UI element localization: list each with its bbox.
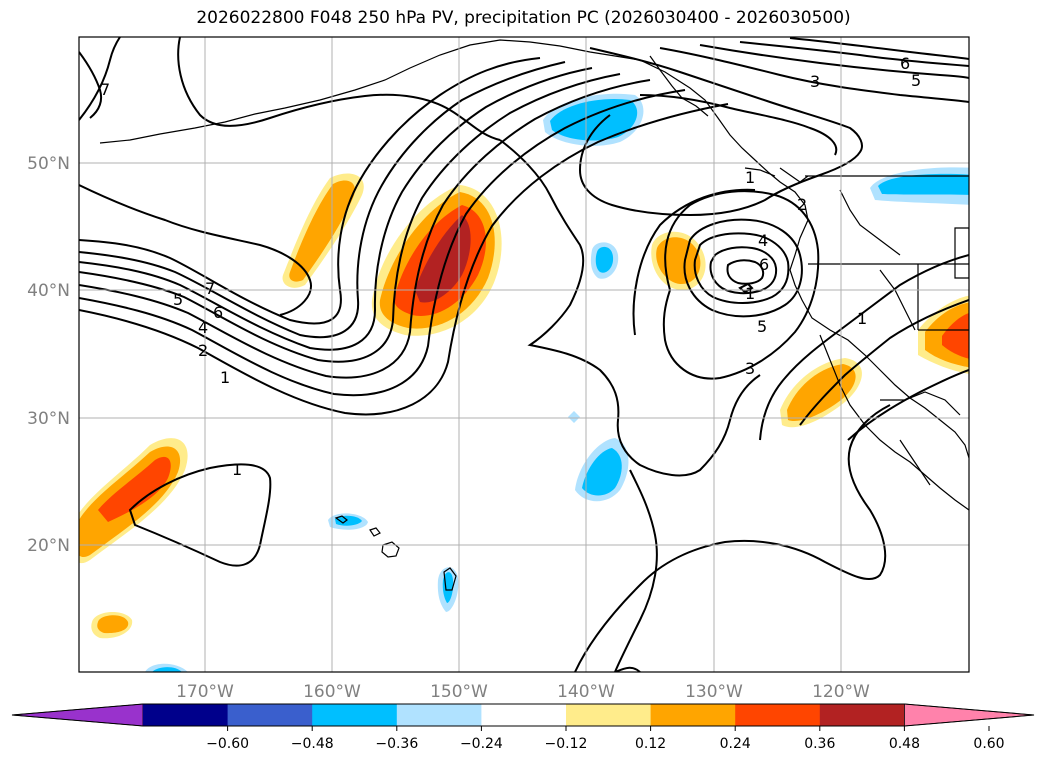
colorbar-tick-label: −0.36 (375, 736, 418, 752)
contour-label: 3 (810, 72, 820, 91)
contour-label: 5 (911, 71, 921, 90)
lon-tick-label: 160°W (303, 682, 361, 702)
contour-label: 4 (758, 231, 768, 250)
colorbar: −0.60 −0.48 −0.36 −0.24 −0.12 0.12 0.24 0.36 0.4… (11, 703, 1035, 752)
longitude-tick-labels: 170°W 160°W 150°W 140°W 130°W 120°W (176, 682, 870, 702)
colorbar-segment (650, 704, 736, 726)
precip-positive-blob (656, 237, 701, 285)
contour-label: 5 (757, 317, 767, 336)
colorbar-tick-label: −0.12 (545, 736, 588, 752)
contour-label: 7 (205, 279, 215, 298)
contour-label: 6 (900, 54, 910, 73)
lon-tick-label: 140°W (557, 682, 615, 702)
colorbar-tick-label: −0.24 (460, 736, 503, 752)
contour-label: 2 (797, 195, 807, 214)
colorbar-segment (312, 704, 398, 726)
lat-tick-label: 40°N (27, 281, 70, 301)
contour-label: 7 (100, 80, 110, 99)
colorbar-segment (143, 704, 229, 726)
precip-negative-blob (595, 246, 614, 273)
contour-label: 4 (198, 318, 208, 337)
map-frame (78, 36, 970, 673)
precip-negative-hawaii (335, 515, 362, 526)
precip-positive-blob (787, 364, 856, 422)
colorbar-tick-label: 0.24 (720, 736, 751, 752)
contour-label: 1 (232, 460, 242, 479)
colorbar-tick-label: 0.60 (973, 736, 1004, 752)
contour-labels: 7 6 5 4 2 1 7 1 3 6 5 1 2 4 6 1 5 3 1 (100, 54, 921, 479)
latitude-tick-labels: 50°N 40°N 30°N 20°N (27, 154, 70, 556)
contour-label: 5 (173, 290, 183, 309)
pv-contours (79, 37, 969, 672)
map-title: 2026022800 F048 250 hPa PV, precipitatio… (196, 8, 851, 28)
colorbar-tick-label: −0.60 (206, 736, 249, 752)
precip-positive-core (415, 215, 471, 303)
precip-positive-coast (942, 313, 969, 359)
lat-tick-label: 50°N (27, 154, 70, 174)
colorbar-tick-label: −0.48 (291, 736, 334, 752)
colorbar-tick-label: 0.12 (635, 736, 666, 752)
colorbar-tick-label: 0.48 (889, 736, 920, 752)
contour-label: 1 (745, 284, 755, 303)
contour-label: 2 (198, 341, 208, 360)
contour-label: 1 (220, 368, 230, 387)
precip-negative-tiny (568, 411, 580, 423)
colorbar-segment (396, 704, 482, 726)
contour-label: 1 (857, 309, 867, 328)
lat-tick-label: 30°N (27, 409, 70, 429)
lat-tick-label: 20°N (27, 536, 70, 556)
lon-tick-label: 120°W (812, 682, 870, 702)
precip-negative-bottom (152, 667, 182, 672)
contour-label: 6 (759, 255, 769, 274)
precip-positive-small (97, 615, 129, 634)
colorbar-segment (735, 704, 821, 726)
precip-negative-blob (582, 448, 622, 496)
contour-label: 1 (745, 168, 755, 187)
colorbar-outline (11, 703, 1035, 727)
precip-positive-band (289, 180, 355, 282)
map-plot-area: 7 6 5 4 2 1 7 1 3 6 5 1 2 4 6 1 5 3 1 (79, 37, 969, 672)
contour-label: 6 (213, 303, 223, 322)
precipitation-fills (79, 93, 969, 672)
lon-tick-label: 130°W (685, 682, 743, 702)
colorbar-segment (227, 704, 313, 726)
precip-negative-northeast (878, 173, 969, 195)
graticule (79, 37, 969, 672)
lon-tick-label: 150°W (430, 682, 488, 702)
precip-negative-north (550, 98, 638, 141)
contour-label: 3 (745, 359, 755, 378)
colorbar-segment (481, 704, 567, 726)
precip-positive-southwest (98, 456, 171, 522)
colorbar-segment (566, 704, 652, 726)
colorbar-extend-low (11, 703, 144, 727)
lon-tick-label: 170°W (176, 682, 234, 702)
coastlines (99, 39, 969, 591)
colorbar-extend-high (904, 703, 1035, 727)
colorbar-tick-label: 0.36 (804, 736, 835, 752)
colorbar-segment (819, 704, 905, 726)
